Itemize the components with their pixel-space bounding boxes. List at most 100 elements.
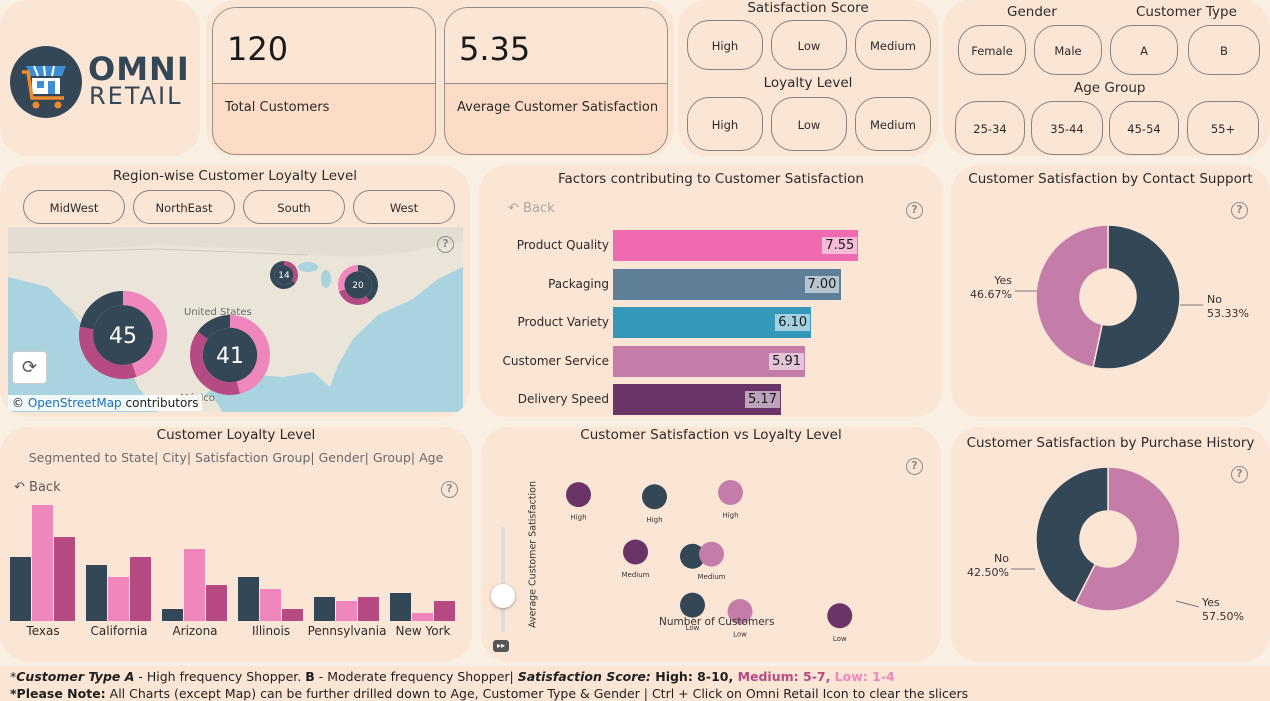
map-panel-title: Region-wise Customer Loyalty Level [112, 168, 358, 184]
donut-category-label: Yes [993, 274, 1012, 287]
loyalty-help-icon[interactable]: ? [441, 481, 458, 498]
loyalty-panel-subtitle: Segmented to State| City| Satisfaction G… [28, 450, 444, 465]
refresh-icon: ⟳ [21, 357, 38, 378]
map-bubble-label: 45 [109, 324, 137, 349]
gender-female-button[interactable]: Female [958, 25, 1026, 75]
purchase-help-icon[interactable]: ? [1231, 466, 1248, 483]
region-south-button[interactable]: South [243, 190, 345, 224]
scatter-point-label: Medium [622, 571, 650, 579]
satisfaction-low-button[interactable]: Low [771, 20, 847, 70]
scatter-point-label: Medium [698, 573, 726, 581]
attribution-suffix: contributors [125, 396, 199, 410]
age-35-44-button[interactable]: 35-44 [1031, 101, 1103, 155]
state-axis-label: Illinois [252, 624, 290, 638]
factors-panel: Factors contributing to Customer Satisfa… [479, 165, 943, 417]
age-45-54-button[interactable]: 45-54 [1109, 101, 1179, 155]
back-label: Back [523, 201, 555, 216]
map-bubble-label: 41 [216, 344, 244, 369]
scatter-point [699, 541, 724, 567]
footer-line-2: *Please Note: All Charts (except Map) ca… [10, 686, 968, 701]
loyalty-medium-button[interactable]: Medium [855, 97, 931, 151]
map-bubble-ring [338, 288, 370, 305]
loyalty-bar [10, 557, 31, 621]
gender-male-button[interactable]: Male [1034, 25, 1102, 75]
factors-back-button[interactable]: ↶ Back [508, 201, 555, 216]
scatter-x-axis-label: Number of Customers [659, 616, 775, 628]
loyalty-bar [162, 609, 183, 621]
purchase-history-panel: Customer Satisfaction by Purchase Histor… [951, 427, 1270, 662]
loyalty-back-button[interactable]: ↶ Back [14, 480, 61, 495]
footer-high: High: 8-10, [650, 669, 734, 684]
map-refresh-button[interactable]: ⟳ [12, 351, 47, 384]
loyalty-bar [336, 601, 357, 621]
map-bubble-label: 20 [352, 281, 364, 291]
region-west-button[interactable]: West [353, 190, 455, 224]
scatter-slider-thumb[interactable] [491, 584, 515, 608]
logo-panel[interactable]: OMNI RETAIL [0, 0, 200, 156]
loyalty-bar [108, 577, 129, 621]
satisfaction-loyalty-slicer-panel: Satisfaction Score High Low Medium Loyal… [678, 0, 938, 156]
donut-percent-label: 46.67% [970, 288, 1012, 301]
loyalty-bar [412, 613, 433, 621]
omni-retail-logo-icon[interactable] [10, 42, 82, 122]
map-bubble-core [93, 305, 153, 365]
scatter-point-label: High [570, 514, 586, 522]
contact-support-panel: Customer Satisfaction by Contact Support… [951, 165, 1270, 417]
factor-value-label: 7.55 [822, 237, 858, 254]
state-axis-label: New York [396, 624, 451, 638]
openstreetmap-link[interactable]: OpenStreetMap [27, 396, 122, 410]
age-group-title: Age Group [1074, 80, 1146, 96]
kpi-value: 120 [227, 30, 289, 68]
footer-b: B [305, 669, 315, 684]
loyalty-bar [238, 577, 259, 621]
customer-type-b-button[interactable]: B [1188, 25, 1260, 75]
kpi-average-satisfaction: 5.35 Average Customer Satisfaction [444, 7, 668, 155]
factor-value-label: 5.91 [769, 352, 805, 370]
loyalty-bar [54, 537, 75, 621]
state-axis-label: Texas [25, 624, 59, 638]
play-axis-icon[interactable]: ▸▸ [493, 640, 509, 652]
donut-slice [1092, 224, 1181, 370]
loyalty-low-button[interactable]: Low [771, 97, 847, 151]
contact-help-icon[interactable]: ? [1231, 202, 1248, 219]
scatter-help-icon[interactable]: ? [906, 458, 923, 475]
satisfaction-high-button[interactable]: High [687, 20, 763, 70]
demographic-slicer-panel: Gender Customer Type Female Male A B Age… [943, 0, 1270, 156]
region-northeast-button[interactable]: NorthEast [133, 190, 235, 224]
customer-type-title: Customer Type [1136, 4, 1237, 20]
factor-bar[interactable] [613, 230, 859, 261]
purchase-panel-title: Customer Satisfaction by Purchase Histor… [966, 435, 1255, 451]
scatter-point [680, 543, 705, 569]
loyalty-high-button[interactable]: High [687, 97, 763, 151]
loyalty-bar [358, 597, 379, 621]
kpi-top [445, 8, 667, 84]
loyalty-bar [314, 597, 335, 621]
kpi-value: 5.35 [459, 30, 531, 68]
age-25-34-button[interactable]: 25-34 [955, 101, 1025, 155]
scatter-point [623, 539, 648, 565]
state-axis-label: Pennsylvania [308, 624, 387, 638]
satisfaction-medium-button[interactable]: Medium [855, 20, 931, 70]
customer-type-a-button[interactable]: A [1110, 25, 1178, 75]
map-help-icon[interactable]: ? [437, 236, 454, 253]
donut-category-label: No [994, 552, 1009, 565]
map-bubble-ring [122, 291, 167, 377]
map-country-label: United States [184, 307, 252, 318]
scatter-point [827, 603, 853, 629]
donut-leader-line [1175, 600, 1200, 608]
loyalty-panel-title: Customer Loyalty Level [156, 427, 316, 443]
loyalty-bar [206, 585, 227, 621]
factors-help-icon[interactable]: ? [906, 202, 923, 219]
age-55-plus-button[interactable]: 55+ [1187, 101, 1259, 155]
footer-note-text: All Charts (except Map) can be further d… [105, 686, 969, 701]
donut-slice [1035, 466, 1109, 605]
loyalty-bar [282, 609, 303, 621]
region-midwest-button[interactable]: MidWest [23, 190, 125, 224]
scatter-point [642, 484, 667, 510]
scatter-slider-track[interactable] [501, 527, 505, 632]
scatter-plot: High High High Medium Medium Low Low Low [566, 480, 853, 643]
factor-bar[interactable] [613, 268, 841, 300]
footer-note-title: *Please Note: [10, 686, 106, 701]
